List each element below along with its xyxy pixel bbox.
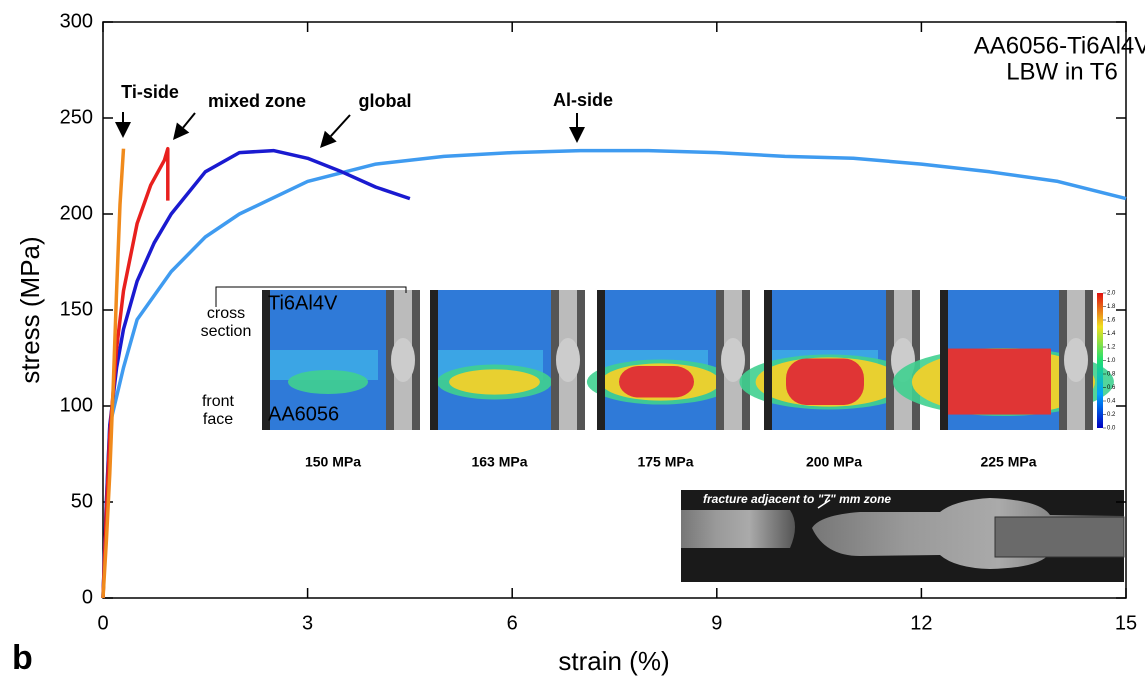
plot: 0 50 100 150 200 250 300 0 3 6 9 12 15 Ti-side mixed z…: [60, 10, 1138, 634]
y-tick-label: 50: [71, 490, 93, 512]
inset-strain: [288, 370, 368, 394]
series-annotation: Al-side: [553, 90, 613, 110]
inset-weld: [1064, 338, 1088, 382]
inset-edge: [430, 290, 438, 430]
x-tick-label: 0: [97, 612, 108, 634]
series-line: [101, 148, 126, 599]
bracket: [215, 286, 407, 307]
y-tick-label: 0: [82, 586, 93, 608]
inset-strain: [948, 348, 1051, 415]
figure-label: b: [12, 639, 33, 677]
inset-strain: [786, 358, 864, 405]
inset-weld: [721, 338, 745, 382]
colorbar-tick-label: 1.0: [1107, 358, 1116, 364]
inset-note: section: [201, 323, 252, 340]
colorbar-tick-label: 0.0: [1107, 426, 1116, 432]
inset-note: cross: [207, 305, 245, 322]
inset-edge: [262, 290, 270, 430]
inset-images: 150 MPa 163 MPa 175 MPa 200 MPa 225 MPa Ti6Al…: [201, 286, 1125, 582]
x-axis-label: strain (%): [558, 646, 669, 676]
annotation-arrow: [330, 114, 351, 137]
series-annotation: mixed zone: [208, 91, 306, 111]
fracture-caption: fracture adjacent to "7" mm zone: [703, 492, 891, 506]
colorbar-tick-label: 0.8: [1107, 372, 1116, 378]
colorbar-tick-label: 1.4: [1107, 331, 1116, 337]
inset-strain: [619, 366, 694, 398]
inset-label: 150 MPa: [305, 454, 361, 470]
y-tick-label: 200: [60, 202, 93, 224]
inset-label: 200 MPa: [806, 454, 862, 470]
inset-edge: [597, 290, 605, 430]
inset-strain: [449, 369, 540, 395]
colorbar-tick-label: 0.6: [1107, 385, 1116, 391]
x-tick-label: 3: [302, 612, 313, 634]
inset-label: 175 MPa: [637, 454, 693, 470]
annotation-arrowhead: [569, 127, 585, 143]
chart-subtitle: LBW in T6: [1006, 58, 1118, 85]
series-line: [101, 148, 1127, 599]
fracture-grip: [994, 516, 1125, 558]
x-tick-label: 6: [507, 612, 518, 634]
annotation-arrowhead: [320, 130, 337, 148]
fracture-specimen: [681, 510, 795, 548]
y-tick-label: 250: [60, 106, 93, 128]
colorbar-tick-label: 2.0: [1107, 291, 1116, 297]
inset-edge: [764, 290, 772, 430]
y-tick-label: 100: [60, 394, 93, 416]
x-tick-label: 15: [1115, 612, 1137, 634]
colorbar-tick-label: 1.8: [1107, 304, 1116, 310]
x-tick-label: 12: [910, 612, 932, 634]
colorbar-tick-label: 0.2: [1107, 412, 1116, 418]
inset-note: face: [203, 411, 233, 428]
colorbar-tick-label: 1.6: [1107, 318, 1116, 324]
y-tick-label: 300: [60, 10, 93, 32]
inset-material: AA6056: [268, 403, 339, 425]
inset-material: Ti6Al4V: [268, 292, 338, 314]
inset-note: front: [202, 393, 235, 410]
colorbar-tick-label: 1.2: [1107, 345, 1116, 351]
series-annotation: Ti-side: [121, 82, 179, 102]
inset-label: 163 MPa: [471, 454, 527, 470]
y-tick-label: 150: [60, 298, 93, 320]
inset-label: 225 MPa: [980, 454, 1036, 470]
y-axis-label: stress (MPa): [15, 236, 45, 383]
annotation-arrow: [182, 112, 196, 129]
annotation-arrowhead: [115, 122, 131, 138]
fracture-pointer: [817, 499, 831, 509]
colorbar-tick-label: 0.4: [1107, 399, 1116, 405]
series-annotation: global: [359, 91, 412, 111]
inset-edge: [940, 290, 948, 430]
inset-weld: [391, 338, 415, 382]
chart-title: AA6056-Ti6Al4V: [974, 32, 1145, 59]
annotation-arrowhead: [173, 122, 190, 140]
inset-weld: [556, 338, 580, 382]
x-tick-label: 9: [711, 612, 722, 634]
colorbar: [1097, 293, 1103, 428]
